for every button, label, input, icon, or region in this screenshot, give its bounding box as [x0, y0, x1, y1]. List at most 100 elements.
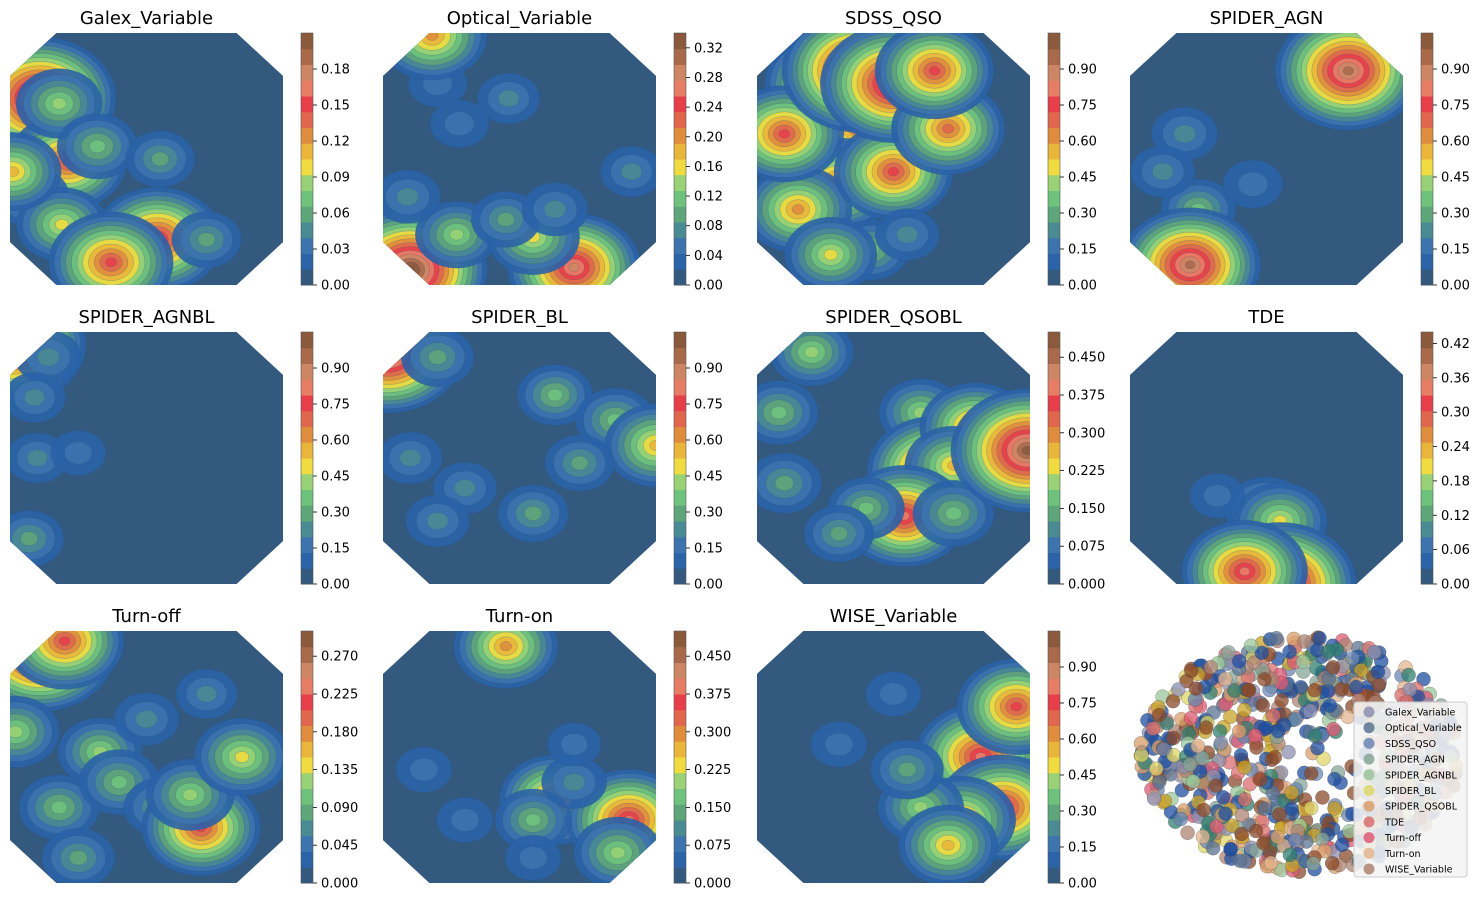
scatter-point: [1325, 660, 1341, 675]
colorbar-band: [301, 222, 313, 239]
scatter-point: [1293, 680, 1308, 695]
scatter-point: [1190, 738, 1206, 754]
colorbar-tick-label: 0.24: [694, 101, 723, 116]
colorbar-band: [674, 253, 686, 270]
colorbar-tick-label: 0.90: [1068, 63, 1097, 78]
colorbar-band: [301, 505, 313, 522]
colorbar-tick-label: 0.90: [1068, 661, 1097, 676]
colorbar-band: [674, 678, 686, 695]
colorbar-band: [1048, 253, 1060, 270]
contour-region: [113, 692, 180, 746]
colorbar-tick-label: 0.04: [694, 249, 723, 264]
colorbar-band: [674, 206, 686, 223]
contour-region: [517, 364, 593, 426]
scatter-point: [1223, 842, 1238, 857]
contour-area: [757, 332, 1030, 584]
contour-region: [1189, 473, 1246, 519]
scatter-point: [1256, 836, 1271, 851]
contour-region: [1130, 145, 1195, 198]
colorbar-band: [1421, 410, 1433, 427]
colorbar-band: [1048, 568, 1060, 585]
colorbar-tick-label: 0.60: [1441, 135, 1470, 150]
contour-region: [10, 372, 66, 423]
contour-region: [573, 816, 656, 883]
scatter-point: [1195, 829, 1211, 844]
colorbar-band: [301, 426, 313, 443]
colorbar: [1047, 630, 1061, 884]
colorbar-tick-label: 0.30: [694, 506, 723, 521]
colorbar-band: [301, 757, 313, 774]
colorbar-band: [301, 772, 313, 789]
colorbar-band: [1421, 458, 1433, 475]
contour-region: [505, 834, 562, 881]
legend-label: SPIDER_AGNBL: [1385, 770, 1458, 781]
contour-region: [494, 788, 572, 852]
colorbar-band: [674, 96, 686, 113]
colorbar-band: [301, 521, 313, 538]
colorbar-band: [674, 174, 686, 191]
colorbar-band: [674, 33, 686, 50]
colorbar-band: [674, 426, 686, 443]
contour-region: [1222, 159, 1283, 209]
colorbar-band: [1421, 426, 1433, 443]
contour-area: [10, 631, 283, 883]
colorbar-band: [1048, 190, 1060, 207]
scatter-point: [1297, 634, 1312, 649]
colorbar-band: [1048, 757, 1060, 774]
colorbar-band: [1048, 678, 1060, 695]
scatter-point: [1314, 832, 1330, 847]
colorbar-band: [674, 631, 686, 648]
colorbar-band: [1048, 332, 1060, 349]
subplot-title: TDE: [1247, 307, 1284, 328]
colorbar-tick-label: 0.00: [1441, 578, 1470, 593]
colorbar-band: [674, 379, 686, 396]
colorbar-band: [1048, 80, 1060, 97]
scatter-point: [1367, 645, 1382, 660]
colorbar-band: [1048, 867, 1060, 884]
colorbar-band: [1421, 442, 1433, 459]
colorbar-band: [301, 190, 313, 207]
contour-region: [600, 146, 656, 198]
contour-region: [477, 73, 540, 124]
colorbar-band: [1421, 174, 1433, 191]
colorbar-band: [674, 127, 686, 144]
contour-region: [429, 99, 490, 148]
colorbar-band: [1421, 80, 1433, 97]
contour-area: [10, 332, 283, 584]
subplot-9: Turn-on 0.000 0.075 0.150 0.225 0.300 0.375 0.4…: [383, 606, 731, 892]
contour-region: [10, 631, 125, 690]
colorbar: [1420, 32, 1434, 286]
scatter-point: [1257, 801, 1272, 816]
colorbar-tick-label: 0.60: [321, 434, 350, 449]
colorbar-band: [301, 80, 313, 97]
colorbar-band: [674, 347, 686, 364]
colorbar-band: [1048, 741, 1060, 758]
subplot-title: Galex_Variable: [80, 8, 213, 29]
scatter-point: [1232, 654, 1247, 669]
colorbar-band: [674, 804, 686, 821]
colorbar-band: [301, 111, 313, 128]
colorbar-band: [301, 867, 313, 884]
subplot-5: SPIDER_BL 0.00 0.15 0.30 0.45 0.60 0.75 0.90: [383, 307, 723, 593]
colorbar-tick-label: 0.18: [1441, 474, 1470, 489]
subplot-8: Turn-off 0.000 0.045 0.090 0.135 0.180 0.225 0.…: [10, 606, 358, 892]
legend-label: SDSS_QSO: [1385, 739, 1436, 750]
contour-region: [395, 746, 453, 793]
scatter-point: [1182, 757, 1198, 772]
colorbar-band: [1421, 395, 1433, 412]
contour-region: [401, 332, 475, 387]
colorbar-band: [301, 851, 313, 868]
scatter-point: [1253, 772, 1268, 787]
colorbar-band: [1048, 725, 1060, 742]
colorbar-tick-label: 0.450: [694, 650, 731, 665]
colorbar-band: [301, 552, 313, 569]
colorbar-band: [674, 835, 686, 852]
colorbar-tick-label: 0.15: [1068, 841, 1097, 856]
colorbar-tick-label: 0.42: [1441, 337, 1470, 352]
contour-region: [1274, 33, 1403, 131]
legend-marker: [1363, 706, 1375, 718]
colorbar-band: [1421, 111, 1433, 128]
subplot-title: SPIDER_BL: [471, 307, 568, 328]
colorbar-tick-label: 0.135: [321, 763, 358, 778]
contour-region: [383, 169, 441, 224]
